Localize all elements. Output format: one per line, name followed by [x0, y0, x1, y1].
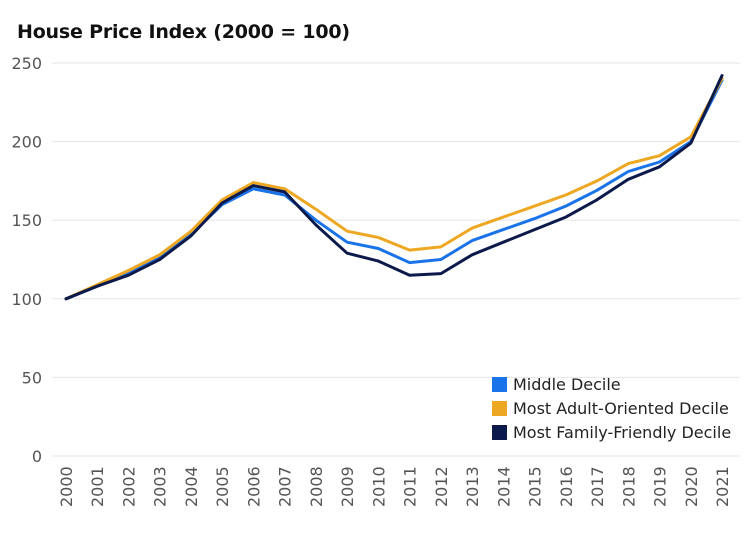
x-tick-label: 2016 [557, 466, 576, 507]
x-tick-label: 2009 [338, 466, 357, 507]
x-tick-label: 2011 [401, 466, 420, 507]
legend-swatch [492, 376, 507, 392]
gridlines [52, 62, 740, 457]
legend-label: Most Family-Friendly Decile [513, 422, 732, 442]
series-lines [64, 74, 724, 301]
x-tick-label: 2008 [307, 466, 326, 507]
legend-item-adult-oriented[interactable]: Most Adult-Oriented Decile [492, 396, 731, 420]
x-tick-label: 2006 [244, 466, 263, 507]
x-tick-label: 2004 [182, 466, 201, 507]
legend-swatch [492, 400, 507, 416]
y-tick-label: 0 [32, 447, 42, 466]
x-tick-label: 2015 [526, 466, 545, 507]
x-tick-label: 2020 [682, 466, 701, 507]
y-tick-label: 50 [22, 368, 42, 387]
legend-label: Middle Decile [513, 374, 621, 394]
y-tick-label: 150 [11, 211, 42, 230]
x-tick-label: 2010 [369, 466, 388, 507]
x-tick-label: 2007 [276, 466, 295, 507]
y-tick-label: 250 [11, 54, 42, 73]
legend-label: Most Adult-Oriented Decile [513, 398, 729, 418]
x-axis-ticks: 2000 2001 2002 2003 2004 2005 2006 2007 2008 2009… [57, 466, 732, 507]
x-tick-label: 2017 [588, 466, 607, 507]
legend-item-family-friendly[interactable]: Most Family-Friendly Decile [492, 420, 731, 444]
y-tick-label: 100 [11, 290, 42, 309]
x-tick-label: 2012 [432, 466, 451, 507]
x-tick-label: 2014 [494, 466, 513, 507]
x-tick-label: 2001 [88, 466, 107, 507]
y-axis-ticks: 0 50 100 150 200 250 [11, 54, 42, 466]
x-tick-label: 2021 [713, 466, 732, 507]
y-tick-label: 200 [11, 133, 42, 152]
series-line-most-family-friendly-decile[interactable] [64, 74, 724, 301]
x-tick-label: 2013 [463, 466, 482, 507]
x-tick-label: 2005 [213, 466, 232, 507]
x-tick-label: 2003 [151, 466, 170, 507]
series-line-most-adult-oriented-decile[interactable] [64, 77, 724, 301]
x-tick-label: 2019 [651, 466, 670, 507]
legend-swatch [492, 424, 507, 440]
legend-item-middle-decile[interactable]: Middle Decile [492, 372, 731, 396]
series-line-middle-decile[interactable] [64, 78, 724, 301]
x-tick-label: 2018 [619, 466, 638, 507]
x-tick-label: 2000 [57, 466, 76, 507]
x-tick-label: 2002 [119, 466, 138, 507]
chart-title: House Price Index (2000 = 100) [17, 21, 350, 43]
legend: Middle Decile Most Adult-Oriented Decile… [492, 372, 731, 444]
